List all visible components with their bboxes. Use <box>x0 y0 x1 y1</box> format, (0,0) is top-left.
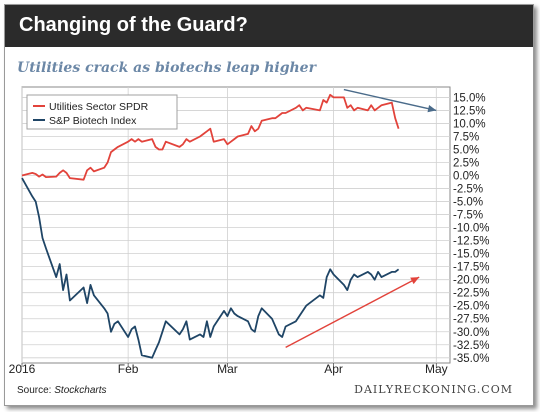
chart-subtitle: Utilities crack as biotechs leap higher <box>17 60 316 76</box>
x-tick-label: Mar <box>217 362 238 376</box>
legend-label: S&P Biotech Index <box>49 115 137 127</box>
trend-arrow-line <box>285 276 420 348</box>
x-tick-labels: 2016 Feb Mar Apr May <box>9 362 448 376</box>
source-name: Stockcharts <box>54 385 107 396</box>
y-tick-label: -30.0% <box>453 327 489 339</box>
x-tick-label: May <box>425 362 448 376</box>
gridlines <box>21 87 450 367</box>
y-tick-label: -5.0% <box>453 197 483 209</box>
trend-arrow-head <box>410 277 420 285</box>
y-tick-label: -12.5% <box>453 236 489 248</box>
series-lines <box>21 93 400 359</box>
y-tick-labels: 15.0%12.5%10.0%7.5%5.0% 2.5%0.0%-2.5%-5.0… <box>453 92 489 364</box>
y-tick-label: -2.5% <box>453 184 483 196</box>
y-tick-label: 2.5% <box>453 158 479 170</box>
plot-border <box>21 86 451 364</box>
y-tick-label: -20.0% <box>453 275 489 287</box>
x-tick-label: Feb <box>118 362 139 376</box>
source-note: Source: Stockcharts <box>17 385 107 396</box>
series-line-biotech <box>21 177 400 359</box>
y-tick-label: -17.5% <box>453 262 489 274</box>
y-tick-label: -10.0% <box>453 223 489 235</box>
y-tick-label: -35.0% <box>453 353 489 365</box>
y-tick-label: 7.5% <box>453 131 479 143</box>
x-tick-label: Apr <box>324 362 343 376</box>
y-tick-label: 5.0% <box>453 144 479 156</box>
header-bar: Changing of the Guard? <box>5 5 533 47</box>
y-tick-label: 10.0% <box>453 118 486 130</box>
source-label: Source: <box>17 385 55 396</box>
y-tick-label: 0.0% <box>453 171 479 183</box>
x-tick-label: 2016 <box>9 362 36 376</box>
y-tick-label: -15.0% <box>453 249 489 261</box>
legend-box <box>26 94 178 130</box>
y-tick-label: -25.0% <box>453 301 489 313</box>
trend-arrow-head <box>427 105 437 113</box>
brand-logo: DAILYRECKONING.COM <box>354 383 513 396</box>
trend-arrows <box>285 88 437 348</box>
y-tick-label: -32.5% <box>453 340 489 352</box>
y-tick-label: 15.0% <box>453 92 486 104</box>
line-chart: 15.0%12.5%10.0%7.5%5.0% 2.5%0.0%-2.5%-5.0… <box>9 86 489 376</box>
page-title: Changing of the Guard? <box>19 14 248 36</box>
legend: Utilities Sector SPDR S&P Biotech Index <box>26 94 178 130</box>
trend-arrow-line <box>343 88 437 112</box>
chart-card: Changing of the Guard? Utilities crack a… <box>4 4 534 406</box>
y-tick-label: -22.5% <box>453 288 489 300</box>
legend-label: Utilities Sector SPDR <box>49 101 149 113</box>
y-tick-label: -7.5% <box>453 210 483 222</box>
y-tick-label: 12.5% <box>453 105 486 117</box>
series-line-utilities <box>21 93 400 181</box>
y-tick-label: -27.5% <box>453 314 489 326</box>
